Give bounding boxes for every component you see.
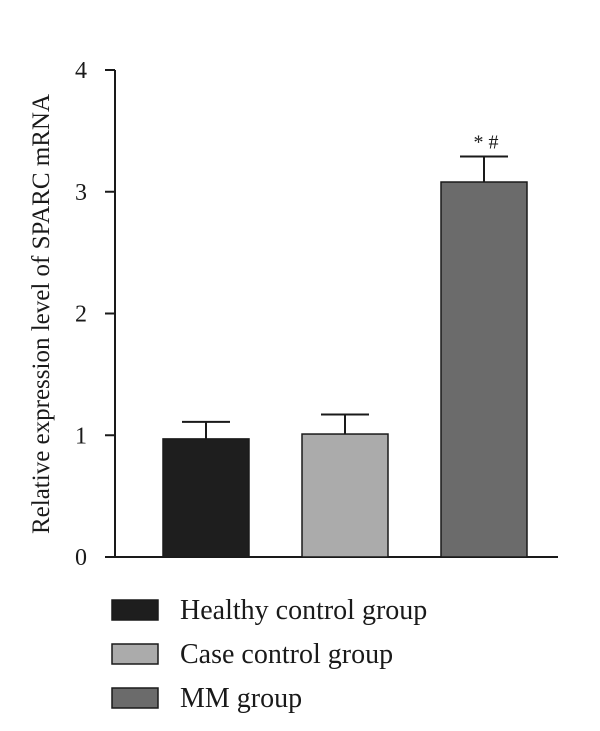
annotations: * # <box>474 131 499 153</box>
y-tick-label-3: 3 <box>75 180 87 206</box>
legend-label-2: MM group <box>180 683 302 714</box>
plot-area: 0 1 2 3 4 * # <box>75 58 558 571</box>
bar-healthy-control-group <box>162 438 250 558</box>
bars <box>162 181 528 558</box>
y-axis-label: Relative expression level of SPARC mRNA <box>28 94 55 534</box>
legend-swatch-0 <box>111 599 159 621</box>
legend-label-1: Case control group <box>180 639 393 670</box>
legend: Healthy control group Case control group M… <box>111 595 427 714</box>
bar-case-control-group <box>301 433 389 558</box>
bar-mm-group <box>440 181 528 558</box>
y-ticks: 0 1 2 3 4 <box>75 58 115 571</box>
legend-swatch-1 <box>111 643 159 665</box>
legend-swatch-2 <box>111 687 159 709</box>
significance-annotation: * # <box>474 131 499 153</box>
legend-label-0: Healthy control group <box>180 595 427 626</box>
y-tick-label-4: 4 <box>75 58 87 84</box>
error-bars <box>182 155 508 439</box>
y-tick-label-2: 2 <box>75 302 87 328</box>
y-tick-label-0: 0 <box>75 545 87 571</box>
y-tick-label-1: 1 <box>75 423 87 449</box>
